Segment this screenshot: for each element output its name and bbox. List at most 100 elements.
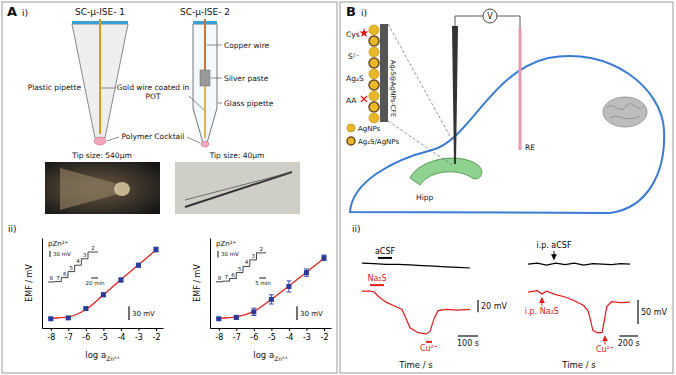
axis-line — [42, 239, 43, 329]
photo-pipette — [60, 168, 118, 210]
inset-scale-label: 20 min — [85, 280, 105, 286]
trace — [362, 291, 470, 334]
marker — [216, 316, 221, 321]
electrode-title: SC-μ-ISE- 1 — [75, 7, 125, 17]
gold-wire — [204, 86, 206, 138]
tick-mark — [306, 328, 307, 331]
trace — [362, 263, 470, 268]
tick-label: -5 — [100, 333, 108, 342]
error-bar — [286, 281, 291, 292]
inset-step — [243, 266, 250, 267]
fit-line — [51, 250, 156, 318]
panel-a: Ai)SC-μ-ISE- 1SC-μ-ISE- 2Plastic pipette… — [7, 4, 300, 234]
leader-line — [187, 137, 200, 143]
inset-step-riser — [256, 253, 257, 260]
inset-step-riser — [68, 272, 69, 278]
y-axis — [210, 239, 211, 329]
inset-step-label: 8 — [50, 275, 54, 281]
tick-label: -7 — [65, 333, 73, 342]
axis-title-main: log a — [85, 350, 106, 360]
marker — [48, 316, 53, 321]
chart: -8-7-6-5-4-3-2EMF / mVlog aZn²⁺30 mVpZn²… — [193, 239, 332, 363]
tick: -5 — [268, 328, 276, 342]
inset-step-label: 3 — [251, 253, 255, 259]
tick-mark — [51, 328, 52, 331]
tick-mark — [121, 328, 122, 331]
wire — [455, 16, 483, 28]
tick: -5 — [100, 328, 108, 342]
tick: -3 — [303, 328, 311, 342]
figure: Ai)SC-μ-ISE- 1SC-μ-ISE- 2Plastic pipette… — [0, 0, 676, 375]
key-symbol — [347, 124, 355, 132]
inset-step — [55, 281, 62, 282]
inset-step-label: 7 — [224, 274, 228, 280]
species-label: AA — [346, 96, 357, 105]
scale-bar-label: 30 mV — [300, 310, 323, 318]
part-label: Plastic pipette — [28, 83, 82, 92]
tick-mark — [254, 328, 255, 331]
panel-frame — [340, 2, 673, 373]
scale-bar-label: 50 mV — [641, 308, 668, 317]
marker — [101, 292, 106, 297]
axis-title: log aZn²⁺ — [253, 350, 287, 362]
inset-step-label: 8 — [218, 275, 222, 281]
tick-mark — [324, 328, 325, 331]
photo-needle — [185, 172, 292, 207]
scale-bar — [637, 300, 638, 324]
axis-title-sub: Zn²⁺ — [274, 355, 288, 362]
error-bar-cap — [304, 276, 309, 277]
event-label: Cu²⁺ — [596, 345, 614, 354]
wire — [497, 16, 520, 28]
leader-line — [107, 137, 119, 141]
leader-line — [207, 45, 222, 46]
tick-mark — [138, 328, 139, 331]
part-label: Polymer Cocktail — [122, 132, 185, 141]
tick-label: -6 — [82, 333, 90, 342]
scale-bar — [477, 300, 478, 312]
nanoparticle — [369, 47, 379, 57]
event-label: i.p. Na₂S — [525, 307, 559, 316]
scale-bar — [458, 335, 478, 336]
nanoparticle — [369, 91, 379, 101]
inset-step — [250, 259, 257, 260]
event-bar — [370, 284, 384, 286]
scale-bar — [619, 335, 638, 336]
hippocampus — [410, 158, 482, 185]
species-label: Ag₂S — [346, 74, 364, 83]
axis-line — [211, 328, 332, 329]
recording: i.p. aCSFi.p. Na₂SCu²⁺50 mV200 sTime / s — [525, 241, 668, 370]
tick-mark — [271, 328, 272, 331]
panel-b: Bi)HippAg₂S@AgNPs-CFECysS²⁻Ag₂SAAAgNPsAg… — [346, 4, 664, 234]
event-bar — [426, 341, 432, 343]
inset-step — [223, 281, 230, 282]
meter-label: V — [487, 12, 493, 21]
marker — [286, 284, 291, 289]
marker — [136, 263, 141, 268]
axis-line — [210, 239, 211, 329]
photo-caption: Tip size: 540μm — [71, 151, 131, 160]
tick-mark — [219, 328, 220, 331]
marker — [153, 247, 158, 252]
inset-step — [75, 265, 82, 266]
scale-bar-label: 100 s — [457, 339, 479, 348]
key-label: Ag₂S/AgNPs — [358, 138, 399, 146]
error-bar-cap — [251, 315, 256, 316]
plot-marks — [48, 247, 158, 321]
tick-label: -7 — [233, 333, 241, 342]
nanoparticle — [369, 36, 379, 46]
photo-needle — [185, 172, 292, 200]
nanoparticle — [369, 69, 379, 79]
zoom-line — [388, 24, 452, 140]
working-electrode — [452, 26, 458, 164]
reference-electrode — [519, 28, 522, 150]
axis-title: Time / s — [398, 360, 433, 370]
axis-title: Time / s — [561, 360, 596, 370]
inset-step — [230, 278, 237, 279]
inset-step — [216, 281, 223, 282]
inset-step — [61, 277, 68, 278]
species-label: S²⁻ — [348, 52, 360, 61]
scale-bar — [296, 306, 297, 320]
part-label: Copper wire — [224, 41, 270, 50]
zoom-line — [388, 121, 452, 165]
sub-panel-label: ii) — [8, 224, 17, 234]
